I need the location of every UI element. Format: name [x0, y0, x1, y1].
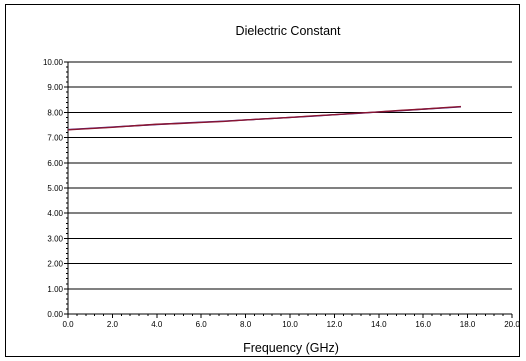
y-tick-label-5: 5.00 [47, 184, 63, 193]
grid-lines [68, 61, 512, 315]
series-lines [67, 105, 461, 131]
axes [64, 61, 513, 318]
y-tick-label-1: 1.00 [47, 285, 63, 294]
x-tick-label-2: 4.0 [151, 320, 163, 329]
x-tick-label-6: 12.0 [327, 320, 343, 329]
chart-title: Dielectric Constant [236, 24, 341, 38]
x-tick-labels: 0.0 2.0 4.0 6.0 8.0 10.0 12.0 14.0 16.0 18.0 20.0 [62, 320, 520, 329]
y-tick-labels: 0.00 1.00 2.00 3.00 4.00 5.00 6.00 7.00 8.00 9.00… [43, 58, 64, 319]
y-tick-label-3: 3.00 [47, 234, 63, 243]
y-tick-label-0: 0.00 [47, 310, 63, 319]
x-tick-label-7: 14.0 [371, 320, 387, 329]
y-tick-label-6: 6.00 [47, 159, 63, 168]
y-tick-label-2: 2.00 [47, 260, 63, 269]
y-tick-label-7: 7.00 [47, 134, 63, 143]
y-tick-label-8: 8.00 [47, 108, 63, 117]
x-tick-label-8: 16.0 [415, 320, 431, 329]
series-line-1 [67, 105, 461, 131]
x-tick-label-5: 10.0 [282, 320, 298, 329]
y-tick-label-10: 10.00 [43, 58, 64, 67]
x-tick-label-0: 0.0 [62, 320, 74, 329]
x-tick-label-3: 6.0 [196, 320, 208, 329]
chart-frame [5, 4, 520, 357]
y-tick-label-9: 9.00 [47, 83, 63, 92]
x-tick-label-4: 8.0 [240, 320, 252, 329]
x-tick-label-9: 18.0 [460, 320, 476, 329]
x-tick-label-1: 2.0 [107, 320, 119, 329]
y-tick-label-4: 4.00 [47, 209, 63, 218]
x-axis-title: Frequency (GHz) [243, 341, 339, 355]
x-tick-label-10: 20.0 [504, 320, 520, 329]
